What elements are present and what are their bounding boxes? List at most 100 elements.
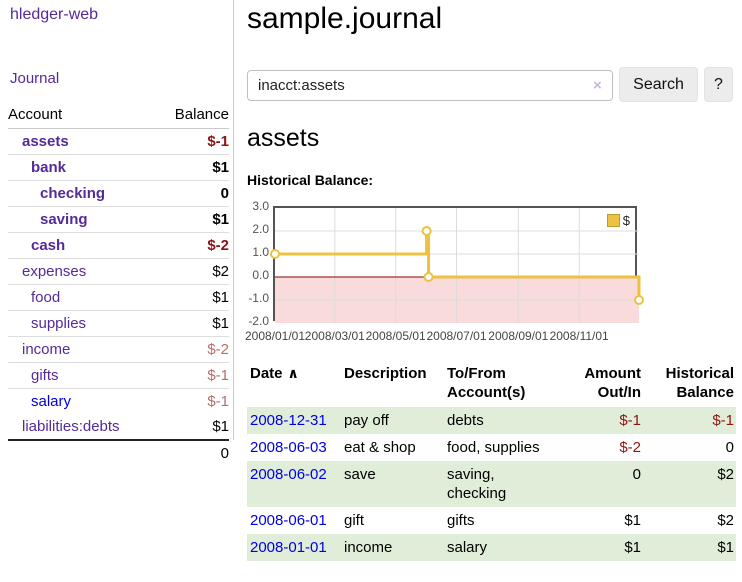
accounts-cell: debts [447, 412, 484, 429]
date-cell: 2008-01-01 [247, 534, 344, 561]
sidebar-item-journal[interactable]: Journal [10, 70, 60, 87]
balance-header-line2: Balance [676, 384, 734, 401]
amount-cell: $-2 [619, 439, 641, 456]
accounts-cell: saving, checking [447, 466, 507, 502]
sidebar-account-cell: food [8, 284, 157, 311]
sidebar-account-row: food $1 [8, 284, 229, 311]
register-row: 2008-06-01 gift gifts $1 $2 [247, 507, 736, 534]
sidebar-account-row: supplies $1 [8, 310, 229, 337]
sidebar-account-link[interactable]: bank [31, 159, 67, 176]
transaction-date-link[interactable]: 2008-01-01 [250, 539, 327, 556]
sidebar-account-link[interactable]: expenses [22, 263, 87, 280]
data-point-marker[interactable] [270, 249, 280, 259]
register-body: 2008-12-31 pay off debts $-1 $-1 2008-06-03 ea… [247, 407, 736, 561]
sidebar-account-link[interactable]: salary [31, 393, 72, 410]
date-header-label: Date [250, 365, 283, 382]
legend-series-swatch [606, 214, 620, 227]
balance-cell: $2 [717, 466, 734, 483]
balance-column-header: Balance [156, 103, 229, 129]
sidebar-account-balance: $1 [156, 414, 229, 441]
amount-header-line1: Amount [584, 365, 641, 382]
sidebar-total-row: 0 [8, 439, 229, 465]
description-cell: income [344, 539, 393, 556]
sidebar-account-cell: gifts [8, 362, 157, 389]
register-row: 2008-12-31 pay off debts $-1 $-1 [247, 407, 736, 434]
accounts-cell: food, supplies [447, 439, 540, 456]
register-header-balance: Historical Balance [643, 362, 736, 407]
data-point-marker[interactable] [423, 272, 434, 282]
transaction-date-link[interactable]: 2008-06-03 [250, 439, 327, 456]
sidebar-account-cell: assets [8, 128, 157, 155]
sidebar-account-link[interactable]: supplies [31, 315, 87, 332]
sidebar-account-balance: $-2 [156, 232, 229, 259]
y-axis-tick-label: 1.0 [252, 245, 269, 259]
register-row: 2008-06-02 save saving, checking 0 $2 [247, 461, 736, 507]
x-axis-tick-label: 2008/11/01 [549, 329, 609, 343]
search-input[interactable] [247, 70, 613, 101]
sidebar-account-cell: expenses [8, 258, 157, 285]
amount-cell: $1 [624, 512, 641, 529]
sidebar-account-balance: 0 [156, 180, 229, 207]
app-brand-link[interactable]: hledger-web [10, 6, 99, 23]
balance-chart-plot[interactable]: $ [270, 206, 644, 323]
balance-cell: 0 [725, 439, 734, 456]
register-header-description: Description [344, 365, 427, 382]
help-button[interactable]: ? [704, 67, 733, 102]
sidebar-account-link[interactable]: cash [31, 237, 66, 254]
register-header-date[interactable]: Date ∧ [247, 362, 344, 407]
description-cell: pay off [344, 412, 389, 429]
accounts-cell: salary [447, 539, 488, 556]
transaction-date-link[interactable]: 2008-06-02 [250, 466, 327, 483]
sidebar-account-balance: $-1 [156, 128, 229, 155]
sidebar-account-link[interactable]: assets [22, 133, 69, 150]
sidebar-account-balance: $1 [156, 206, 229, 233]
sidebar-account-balance: $-2 [156, 336, 229, 363]
sidebar-account-row: gifts $-1 [8, 362, 229, 389]
search-button[interactable]: Search [619, 67, 698, 102]
sidebar-total-balance: 0 [156, 439, 229, 465]
sidebar-account-balance: $2 [156, 258, 229, 285]
register-table: Date ∧ Description To/From Account(s) Amo… [247, 362, 736, 561]
balance-cell: $2 [717, 512, 734, 529]
transaction-date-link[interactable]: 2008-06-01 [250, 512, 327, 529]
transaction-date-link[interactable]: 2008-12-31 [250, 412, 327, 429]
sidebar-account-balance: $1 [156, 310, 229, 337]
data-point-marker[interactable] [421, 226, 432, 236]
sidebar-account-balance: $-1 [156, 362, 229, 389]
sidebar-account-cell: saving [8, 206, 157, 233]
register-header-accounts: To/From Account(s) [447, 362, 559, 407]
sidebar-accounts-table: Account Balance assets $-1 bank $1 checking 0… [8, 103, 229, 465]
sidebar-account-row: salary $-1 [8, 389, 229, 415]
sidebar-account-link[interactable]: liabilities:debts [22, 418, 120, 435]
chart-canvas [270, 208, 644, 323]
register-row: 2008-06-03 eat & shop food, supplies $-2 0 [247, 434, 736, 461]
sidebar-account-balance: $1 [156, 284, 229, 311]
sidebar-account-balance: $1 [156, 154, 229, 181]
sidebar-account-row: cash $-2 [8, 232, 229, 259]
sidebar-accounts-body: assets $-1 bank $1 checking 0 saving $1 cash $-2 e… [8, 128, 229, 441]
sidebar-account-cell: supplies [8, 310, 157, 337]
sidebar-account-link[interactable]: food [31, 289, 61, 306]
y-axis-tick-label: -2.0 [248, 314, 269, 328]
x-axis-tick-label: 2008/05/01 [365, 329, 426, 343]
sidebar-account-cell: cash [8, 232, 157, 259]
sidebar-account-link[interactable]: income [22, 341, 71, 358]
balance-cell: $1 [717, 539, 734, 556]
amount-header-line2: Out/In [597, 384, 641, 401]
date-cell: 2008-06-03 [247, 434, 344, 461]
sidebar-account-cell: checking [8, 180, 157, 207]
description-cell: gift [344, 512, 365, 529]
sidebar-account-link[interactable]: gifts [31, 367, 59, 384]
sidebar-account-link[interactable]: checking [40, 185, 106, 202]
clear-search-icon[interactable]: × [593, 77, 602, 94]
data-point-marker[interactable] [634, 295, 644, 305]
amount-cell: 0 [632, 466, 641, 483]
sidebar-account-cell: bank [8, 154, 157, 181]
sidebar-account-row: liabilities:debts $1 [8, 414, 229, 441]
sidebar-account-row: checking 0 [8, 180, 229, 207]
accounts-cell: gifts [447, 512, 475, 529]
sidebar-account-link[interactable]: saving [40, 211, 88, 228]
chart-legend: $ [606, 213, 630, 228]
amount-cell: $-1 [619, 412, 641, 429]
sidebar-account-balance: $-1 [207, 393, 229, 410]
